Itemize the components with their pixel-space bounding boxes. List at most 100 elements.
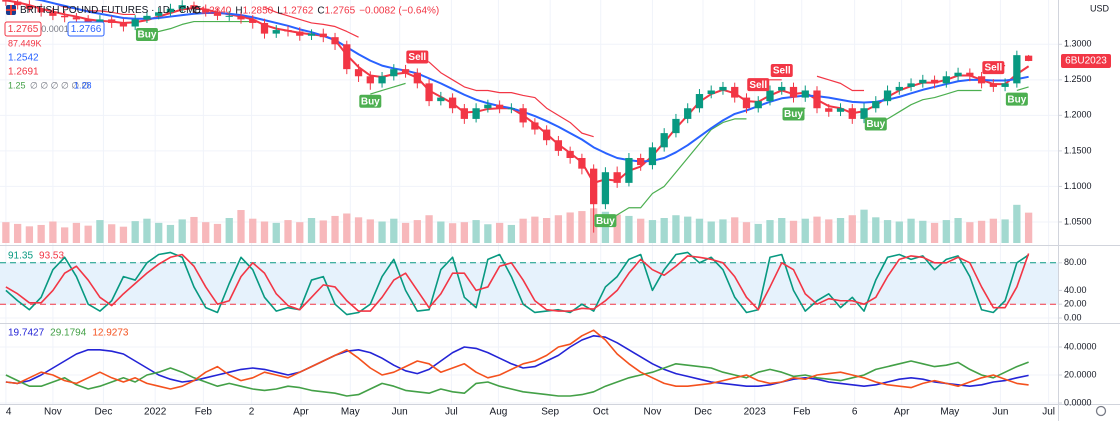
candle-body [84, 19, 92, 23]
candle-body [766, 90, 774, 102]
volume-bar [178, 219, 186, 243]
volume-bar [719, 219, 727, 243]
dmi-pane [5, 329, 1029, 397]
volume-bar [331, 215, 339, 243]
y-tick-label: 1.2000 [1064, 110, 1092, 120]
signal-badge [359, 94, 382, 108]
volume-bar [1024, 212, 1033, 243]
candle-body [684, 108, 692, 119]
signal-badge [594, 214, 617, 228]
candle-body [778, 86, 786, 91]
candle-body [61, 15, 69, 18]
volume-bar [519, 218, 527, 243]
stop-legend: ∅ ∅ ∅ ∅ ∅ ∅ [30, 80, 90, 90]
volume-bar [366, 219, 374, 243]
x-tick-label: Sep [541, 407, 559, 418]
volume-bar [613, 214, 621, 243]
y-tick-label: 20.0000 [1064, 369, 1097, 379]
x-tick-label: Dec [694, 407, 712, 418]
candle-body [284, 30, 292, 32]
candle-body [448, 97, 457, 109]
y-tick-label: 1.3000 [1064, 39, 1092, 49]
candle-body [343, 44, 351, 70]
volume-bar [2, 222, 10, 243]
signal-label: Sell [984, 63, 1002, 74]
candle-body [378, 76, 386, 84]
volume-bar [813, 216, 821, 243]
settings-icon[interactable] [1095, 405, 1107, 417]
candle-body [143, 15, 151, 20]
x-tick-label: Apr [894, 407, 910, 418]
x-tick-label: Nov [44, 407, 62, 418]
signal-label: Buy [361, 96, 380, 107]
x-tick-label: 6 [852, 407, 858, 418]
candle-body [895, 86, 903, 91]
candle-body [672, 118, 680, 134]
candle-body [989, 83, 997, 87]
candle-body [484, 104, 492, 109]
volume-bar [883, 220, 892, 243]
candle-body [13, 1, 22, 6]
x-tick-label: Feb [793, 407, 811, 418]
indicator-line [5, 253, 1030, 312]
x-tick-label: Oct [593, 407, 609, 418]
x-tick-label: Apr [293, 407, 309, 418]
volume-bar [625, 215, 633, 243]
bid-box[interactable] [4, 21, 42, 37]
volume-bar [648, 220, 657, 243]
volume-bar [213, 223, 222, 243]
signal-badge [770, 63, 793, 77]
volume-bar [155, 222, 163, 243]
candle-body [331, 37, 339, 45]
signal-badge [135, 27, 158, 41]
volume-bar [977, 220, 986, 243]
volume-bar [96, 220, 104, 243]
volume-bar [907, 218, 915, 243]
price-pane [2, 0, 1033, 243]
candle-body [190, 5, 198, 9]
candle-body [542, 129, 551, 141]
candle-body [249, 19, 257, 23]
oscillator-band [0, 262, 1058, 305]
ohlc-item: 1.2765 [325, 5, 356, 16]
x-tick-label: May [341, 407, 360, 418]
y-tick-label: 1.1500 [1064, 145, 1092, 155]
volume-bar [637, 218, 645, 243]
volume-bar [378, 221, 386, 243]
volume-bar [131, 221, 139, 243]
ask-box[interactable] [67, 21, 105, 37]
candle-body [1024, 55, 1033, 61]
candle-body [237, 15, 245, 20]
spread: 0.0001 [41, 24, 69, 34]
candle-body [131, 19, 139, 27]
x-tick-label: Jun [392, 407, 408, 418]
volume-bar [202, 222, 210, 243]
y-tick-label: 20.00 [1064, 299, 1087, 309]
volume-bar [601, 211, 610, 243]
candle-body [731, 86, 739, 98]
candle-body [637, 157, 645, 166]
y-tick-label: 80.00 [1064, 257, 1087, 267]
candle-body [754, 101, 762, 109]
volume-bar [354, 217, 363, 243]
volume-bar [707, 221, 715, 243]
candle-body [977, 76, 986, 84]
ma-legend: 1.2542 [8, 53, 39, 64]
volume-bar [237, 210, 245, 243]
instrument-title: BRITISH POUND FUTURES · 1D · CME [20, 5, 201, 16]
volume-bar [343, 213, 351, 243]
x-tick-label: 4 [6, 407, 12, 418]
x-tick-label: May [940, 407, 959, 418]
volume-bar [260, 221, 269, 243]
candle-body [1001, 83, 1009, 87]
candle-body [25, 5, 34, 9]
signal-badge [747, 78, 770, 92]
axes: USD 1.0500 1.1000 1.1500 1.2000 1.2500 1.3000… [6, 3, 1111, 418]
volume-bar [872, 217, 880, 243]
candle-body [307, 33, 316, 36]
indicator-legend: 12.9273 [92, 328, 129, 339]
volume-bar [754, 223, 762, 243]
candle-body [966, 72, 974, 77]
